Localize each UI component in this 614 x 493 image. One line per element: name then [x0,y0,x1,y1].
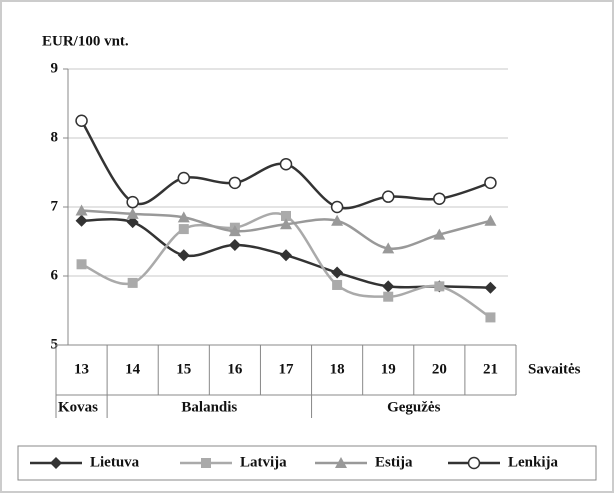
marker [331,266,344,279]
marker [280,249,292,262]
x-tick-label: 18 [330,361,345,377]
x-tick-label: 13 [74,361,89,377]
y-tick-label: 9 [51,60,59,76]
marker [177,171,191,185]
marker [433,228,446,240]
marker [127,277,138,288]
x-axis-label: Savaitės [528,361,581,377]
month-label: Gegužės [387,399,440,415]
marker [75,214,88,227]
marker [484,176,497,190]
y-tick-label: 6 [51,267,59,283]
y-axis-label: EUR/100 vnt. [42,33,129,49]
marker [433,192,446,205]
marker [177,211,190,223]
marker [434,281,445,292]
y-tick-label: 8 [51,129,59,145]
marker [280,218,292,230]
marker [126,216,139,229]
marker [228,238,241,251]
marker [178,224,189,235]
x-tick-label: 21 [483,361,498,377]
marker [201,458,211,468]
y-tick-label: 7 [51,198,59,214]
marker [485,312,496,323]
marker [75,114,88,127]
legend-label: Lietuva [90,454,140,470]
marker [331,214,344,226]
marker [484,281,497,294]
marker [177,249,190,262]
x-tick-label: 15 [176,361,191,377]
x-tick-label: 19 [381,361,396,377]
x-tick-label: 17 [279,361,295,377]
marker [382,242,395,254]
x-tick-label: 14 [125,361,141,377]
marker [76,259,87,270]
marker [228,225,241,237]
marker [281,210,291,221]
marker [75,204,88,216]
marker [279,157,293,171]
marker [382,280,395,293]
marker [381,190,395,203]
marker [228,176,242,190]
month-label: Kovas [58,399,98,415]
marker [330,200,344,214]
marker [484,214,497,226]
legend-label: Estija [375,454,413,470]
legend-label: Lenkija [508,454,559,470]
month-label: Balandis [181,399,237,415]
marker [467,456,481,470]
y-tick-label: 5 [51,336,59,352]
marker [126,207,139,219]
marker [126,195,139,209]
x-tick-label: 20 [432,361,447,377]
marker [335,457,347,468]
legend-box [17,445,597,481]
marker [50,457,62,469]
x-tick-label: 16 [227,361,243,377]
marker [383,291,394,302]
legend-label: Latvija [240,454,287,470]
marker [332,279,343,290]
